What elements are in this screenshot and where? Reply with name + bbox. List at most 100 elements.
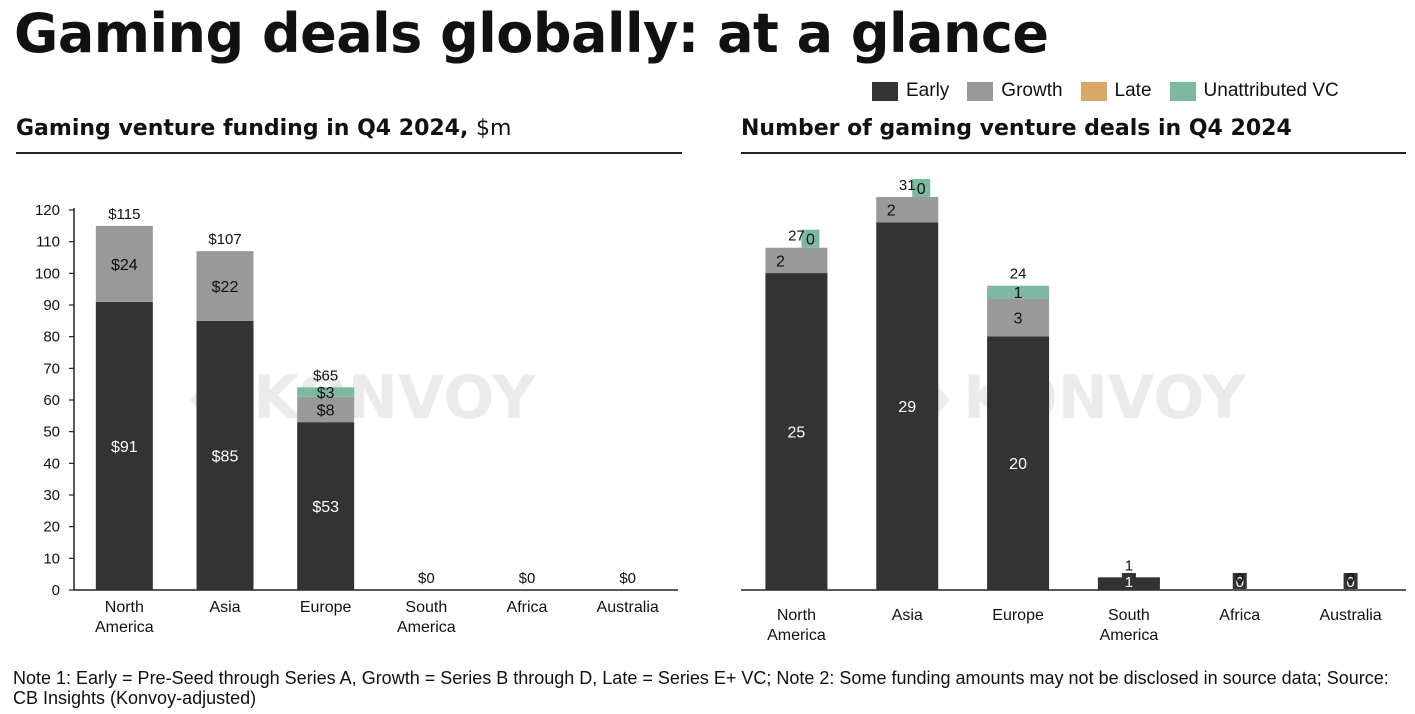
funding-y-tick-label: 10 xyxy=(43,550,60,567)
legend-swatch xyxy=(1080,81,1107,101)
deals-bar-growth xyxy=(765,247,828,274)
funding-category-label: North xyxy=(105,599,144,616)
legend-swatch xyxy=(967,81,994,101)
funding-y-tick-label: 120 xyxy=(35,202,60,219)
funding-y-tick-label: 70 xyxy=(43,360,60,377)
deals-category-label: Asia xyxy=(892,607,923,624)
funding-bar-early xyxy=(196,320,254,590)
deals-category-label: Africa xyxy=(1219,607,1260,624)
legend-swatch xyxy=(872,81,898,101)
funding-bar-growth xyxy=(196,251,254,321)
deals-segment-label: 0 xyxy=(1236,574,1244,591)
deals-segment-label: 1 xyxy=(1125,574,1133,591)
funding-segment-label: $85 xyxy=(212,448,239,465)
legend-item-early: Early xyxy=(872,80,949,102)
funding-total-label: $107 xyxy=(208,231,241,248)
deals-segment-label: 2 xyxy=(776,253,785,270)
deals-segment-label: 0 xyxy=(917,181,926,198)
deals-segment-label: 2 xyxy=(887,203,896,220)
funding-category-label: America xyxy=(397,619,456,636)
deals-category-label: America xyxy=(767,627,826,644)
funding-bar-early xyxy=(297,422,355,590)
legend-item-unattributed-vc: Unattributed VC xyxy=(1169,80,1339,102)
deals-segment-label: 0 xyxy=(1346,574,1354,591)
funding-bar-unattributed-vc xyxy=(297,387,355,397)
funding-chart-unit: $m xyxy=(476,116,512,141)
legend-label: Late xyxy=(1114,80,1152,101)
funding-y-tick-label: 20 xyxy=(43,519,60,536)
funding-chart-title: Gaming venture funding in Q4 2024, $m xyxy=(16,116,511,141)
deals-total-label: 0 xyxy=(1236,570,1244,587)
deals-chart-title: Number of gaming venture deals in Q4 202… xyxy=(741,116,1292,141)
funding-category-label: Europe xyxy=(300,599,352,616)
deals-total-label: 1 xyxy=(1125,557,1133,574)
deals-chart-rule xyxy=(741,152,1406,154)
deals-total-label: 0 xyxy=(1346,570,1354,587)
deals-bar-early xyxy=(987,336,1050,590)
funding-segment-label: $24 xyxy=(111,257,138,274)
legend-label: Growth xyxy=(1001,80,1063,101)
deals-total-label: 24 xyxy=(1010,266,1027,283)
funding-segment-label: $8 xyxy=(317,403,335,420)
deals-category-label: Europe xyxy=(992,607,1044,624)
funding-category-label: South xyxy=(405,599,447,616)
deals-total-label: 27 xyxy=(788,228,805,245)
funding-category-label: Africa xyxy=(507,599,548,616)
deals-total-label: 31 xyxy=(899,177,916,194)
funding-bar-early xyxy=(95,301,153,590)
funding-y-tick-label: 60 xyxy=(43,392,60,409)
deals-category-label: America xyxy=(1100,627,1159,644)
deals-segment-label: 3 xyxy=(1014,310,1023,327)
funding-y-tick-label: 40 xyxy=(43,455,60,472)
deals-bar-growth xyxy=(876,197,939,223)
funding-y-tick-label: 50 xyxy=(43,424,60,441)
funding-segment-label: $3 xyxy=(317,385,335,402)
deals-segment-label: 0 xyxy=(806,232,815,249)
deals-segment-label: 1 xyxy=(1014,285,1023,302)
legend-swatch xyxy=(1169,81,1196,101)
funding-y-tick-label: 80 xyxy=(43,329,60,346)
funding-total-label: $115 xyxy=(108,206,140,223)
deals-bar-unattributed-vc xyxy=(987,285,1050,299)
deals-segment-label: 29 xyxy=(898,399,916,416)
deals-bar-growth xyxy=(987,298,1050,337)
deals-label-bg xyxy=(801,229,820,248)
deals-segment-label: 25 xyxy=(788,425,806,442)
funding-category-label: Australia xyxy=(597,599,659,616)
deals-bar-early xyxy=(765,273,828,590)
funding-chart-title-text: Gaming venture funding in Q4 2024, xyxy=(16,116,469,141)
deals-segment-label: 20 xyxy=(1009,456,1027,473)
funding-category-label: America xyxy=(95,619,154,636)
deals-label-bg xyxy=(1343,573,1358,589)
funding-total-label: $65 xyxy=(313,367,338,384)
funding-y-tick-label: 30 xyxy=(43,487,60,504)
deals-category-label: South xyxy=(1108,607,1150,624)
funding-y-tick-label: 110 xyxy=(36,234,60,251)
legend-label: Unattributed VC xyxy=(1203,80,1339,101)
deals-category-label: North xyxy=(777,607,816,624)
funding-total-label: $0 xyxy=(418,570,435,587)
legend-item-late: Late xyxy=(1080,80,1152,102)
deals-label-bg xyxy=(1232,573,1247,589)
funding-y-tick-label: 90 xyxy=(43,297,60,314)
funding-segment-label: $91 xyxy=(111,439,138,456)
funding-bar-growth xyxy=(95,225,153,302)
page-title: Gaming deals globally: at a glance xyxy=(14,2,1049,65)
funding-total-label: $0 xyxy=(619,570,636,587)
funding-total-label: $0 xyxy=(519,570,536,587)
funding-chart-rule xyxy=(16,152,682,154)
funding-y-tick-label: 0 xyxy=(52,582,60,599)
funding-bar-growth xyxy=(297,396,355,423)
funding-y-tick-label: 100 xyxy=(35,265,60,282)
legend-item-growth: Growth xyxy=(967,80,1063,102)
footnote: Note 1: Early = Pre-Seed through Series … xyxy=(13,668,1389,708)
funding-category-label: Asia xyxy=(209,599,240,616)
watermark-text: KONVOY xyxy=(253,363,537,433)
deals-label-bg xyxy=(912,179,931,197)
funding-segment-label: $53 xyxy=(312,499,339,516)
funding-segment-label: $22 xyxy=(212,279,239,296)
legend: Early Growth Late Unattributed VC xyxy=(872,80,1339,102)
deals-bar-early xyxy=(876,222,939,590)
deals-label-bg xyxy=(1121,573,1136,589)
